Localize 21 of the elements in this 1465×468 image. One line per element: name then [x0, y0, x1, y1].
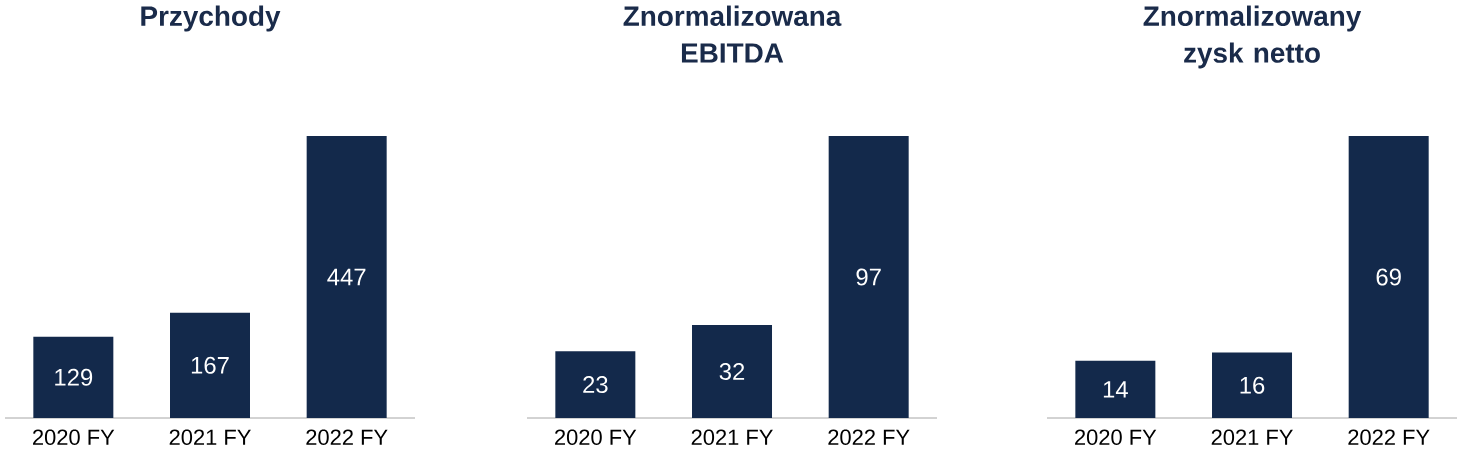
data-label: 23 — [583, 376, 608, 394]
data-label: 16 — [1240, 376, 1265, 394]
x-tick-label: 2022 FY — [1348, 429, 1430, 446]
data-label: 167 — [191, 356, 229, 374]
data-label: 14 — [1103, 381, 1128, 398]
x-tick-label: 2022 FY — [828, 429, 910, 446]
chart-title: Znormalizowany zysk netto — [1143, 5, 1362, 69]
data-label: 129 — [55, 368, 93, 386]
data-label: 69 — [1376, 268, 1401, 286]
x-tick-label: 2021 FY — [169, 429, 251, 446]
data-label: 447 — [327, 268, 366, 286]
x-tick-label: 2020 FY — [555, 429, 637, 446]
x-tick-label: 2020 FY — [33, 429, 115, 446]
data-label: 97 — [856, 268, 881, 286]
x-tick-label: 2021 FY — [1211, 429, 1293, 446]
x-tick-label: 2022 FY — [306, 429, 388, 446]
x-tick-label: 2021 FY — [691, 429, 773, 446]
data-label: 32 — [719, 363, 745, 380]
x-tick-label: 2020 FY — [1075, 429, 1157, 446]
chart-title: Przychody — [141, 5, 281, 32]
chart-title: Znormalizowana EBITDA — [623, 5, 842, 63]
